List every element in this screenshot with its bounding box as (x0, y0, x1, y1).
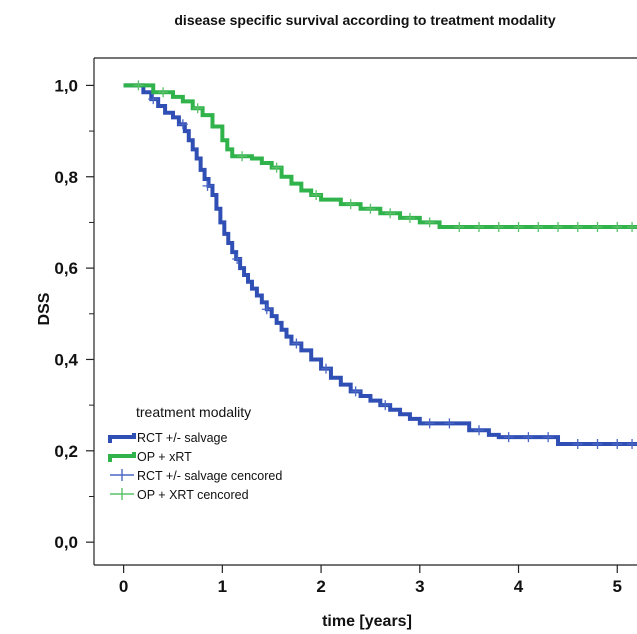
censor-mark-0-11 (474, 425, 485, 436)
censor-mark-0-2 (202, 180, 213, 191)
censor-mark-0-1 (177, 119, 188, 130)
legend-label-2: RCT +/- salvage cencored (137, 469, 282, 483)
censor-marks (133, 80, 637, 449)
x-ticks: 0 1 2 3 4 5 (119, 565, 622, 596)
censor-mark-0-18 (627, 438, 637, 449)
x-tick-label-2: 2 (316, 577, 325, 596)
legend-swatch-3 (110, 488, 134, 500)
y-tick-label-5: 1,0 (54, 76, 78, 95)
legend-swatch-0 (108, 433, 136, 443)
censor-mark-1-12 (474, 222, 485, 232)
legend-title: treatment modality (136, 404, 251, 420)
x-tick-label-1: 1 (218, 577, 227, 596)
legend-entries: RCT +/- salvage OP + xRT RCT +/- salvage c… (108, 431, 282, 502)
censor-mark-1-4 (271, 162, 282, 173)
series-line-1 (123, 83, 637, 229)
legend-swatch-2 (110, 469, 134, 481)
censor-mark-0-15 (572, 438, 583, 449)
x-axis-title: time [years] (322, 613, 412, 630)
censor-mark-1-18 (592, 222, 603, 232)
censor-mark-0-8 (380, 400, 391, 411)
y-tick-label-4: 0,8 (54, 168, 78, 187)
censor-mark-1-13 (493, 222, 504, 232)
x-tick-label-3: 3 (415, 577, 424, 596)
censor-mark-1-17 (572, 222, 583, 232)
legend-label-0: RCT +/- salvage (137, 431, 227, 445)
y-tick-label-2: 0,4 (54, 350, 78, 369)
censor-mark-1-14 (513, 222, 524, 232)
censor-mark-1-10 (424, 217, 435, 228)
censor-mark-0-4 (261, 304, 272, 315)
y-tick-label-0: 0,0 (54, 533, 78, 552)
x-tick-label-4: 4 (514, 577, 524, 596)
censor-mark-1-16 (553, 222, 564, 232)
censor-mark-1-7 (365, 203, 376, 214)
censor-mark-1-5 (311, 190, 322, 201)
y-tick-label-1: 0,2 (54, 442, 78, 461)
legend-label-1: OP + xRT (137, 450, 192, 464)
censor-mark-1-11 (454, 222, 465, 232)
y-axis-title: DSS (36, 292, 53, 325)
censor-mark-0-3 (232, 253, 243, 264)
censor-mark-0-5 (291, 338, 302, 349)
legend-swatch-1 (108, 452, 136, 462)
y-tick-label-3: 0,6 (54, 259, 78, 278)
censor-mark-1-15 (533, 222, 544, 232)
censor-mark-0-6 (321, 363, 332, 374)
censor-mark-1-2 (192, 103, 203, 114)
censor-mark-1-1 (158, 87, 169, 98)
chart-title: disease specific survival according to t… (174, 12, 555, 28)
legend-label-3: OP + XRT cencored (137, 488, 249, 502)
x-tick-label-0: 0 (119, 577, 128, 596)
censor-mark-0-16 (592, 438, 603, 449)
censor-mark-1-20 (627, 222, 637, 232)
censor-mark-0-7 (350, 386, 361, 397)
x-tick-label-5: 5 (613, 577, 622, 596)
censor-mark-1-0 (133, 80, 144, 91)
legend: treatment modality RCT +/- salvage OP + x… (108, 404, 282, 502)
censor-mark-0-9 (424, 418, 435, 429)
censor-mark-0-12 (503, 432, 514, 443)
censor-mark-0-13 (523, 432, 534, 443)
censor-mark-0-17 (612, 438, 623, 449)
censor-mark-1-9 (404, 212, 415, 223)
censor-mark-0-0 (148, 94, 159, 105)
censor-mark-1-6 (345, 199, 356, 210)
censor-mark-0-14 (543, 432, 554, 443)
plot-frame (93, 57, 637, 566)
censor-mark-1-19 (612, 222, 623, 232)
censor-mark-0-10 (444, 418, 455, 429)
series-line-0 (123, 83, 637, 446)
censor-mark-1-8 (385, 208, 396, 219)
series-lines (123, 83, 637, 446)
censor-mark-1-3 (237, 151, 248, 162)
y-ticks: 0,0 0,2 0,4 0,6 0,8 1,0 (54, 76, 94, 552)
